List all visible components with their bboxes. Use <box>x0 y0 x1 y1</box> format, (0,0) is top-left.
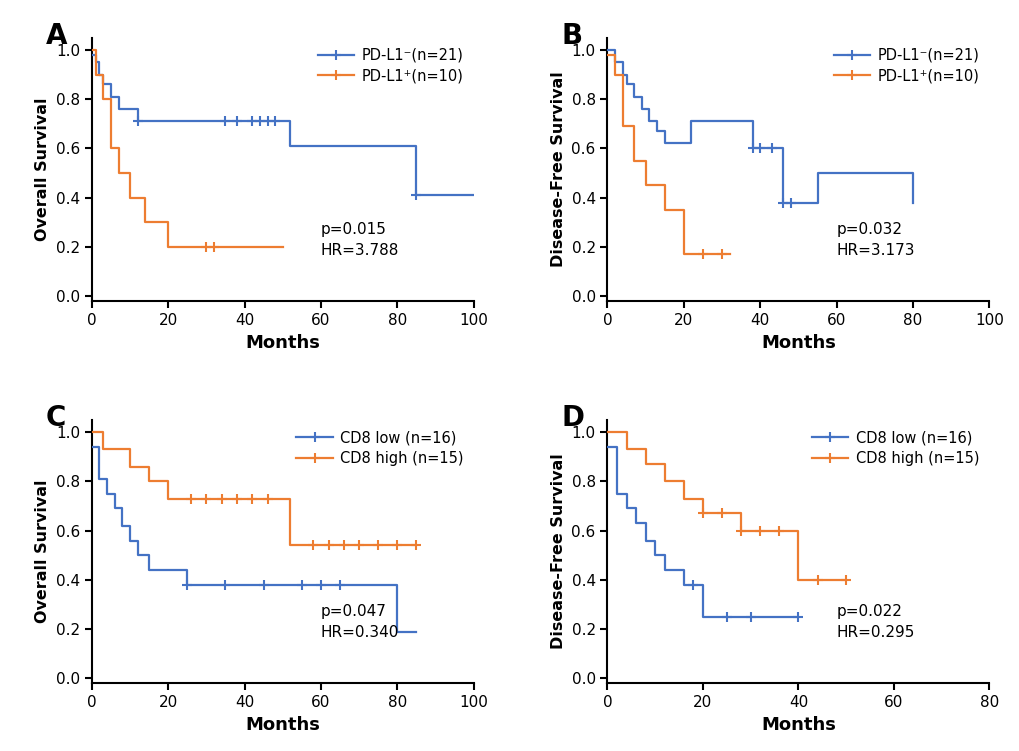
Y-axis label: Disease-Free Survival: Disease-Free Survival <box>550 454 566 650</box>
Y-axis label: Overall Survival: Overall Survival <box>35 480 50 623</box>
Text: C: C <box>46 404 66 432</box>
X-axis label: Months: Months <box>246 333 320 351</box>
Text: B: B <box>561 22 582 50</box>
Text: A: A <box>46 22 67 50</box>
Legend: CD8 low (n=16), CD8 high (n=15): CD8 low (n=16), CD8 high (n=15) <box>290 424 469 472</box>
Legend: PD-L1⁻(n=21), PD-L1⁺(n=10): PD-L1⁻(n=21), PD-L1⁺(n=10) <box>827 42 984 89</box>
Legend: CD8 low (n=16), CD8 high (n=15): CD8 low (n=16), CD8 high (n=15) <box>805 424 984 472</box>
Text: p=0.047
HR=0.340: p=0.047 HR=0.340 <box>321 605 399 641</box>
Text: p=0.022
HR=0.295: p=0.022 HR=0.295 <box>836 605 914 641</box>
Y-axis label: Disease-Free Survival: Disease-Free Survival <box>550 71 566 267</box>
Legend: PD-L1⁻(n=21), PD-L1⁺(n=10): PD-L1⁻(n=21), PD-L1⁺(n=10) <box>312 42 469 89</box>
X-axis label: Months: Months <box>760 716 835 734</box>
X-axis label: Months: Months <box>246 716 320 734</box>
Text: p=0.015
HR=3.788: p=0.015 HR=3.788 <box>321 222 399 258</box>
Text: D: D <box>561 404 584 432</box>
X-axis label: Months: Months <box>760 333 835 351</box>
Y-axis label: Overall Survival: Overall Survival <box>35 98 50 241</box>
Text: p=0.032
HR=3.173: p=0.032 HR=3.173 <box>836 222 914 258</box>
